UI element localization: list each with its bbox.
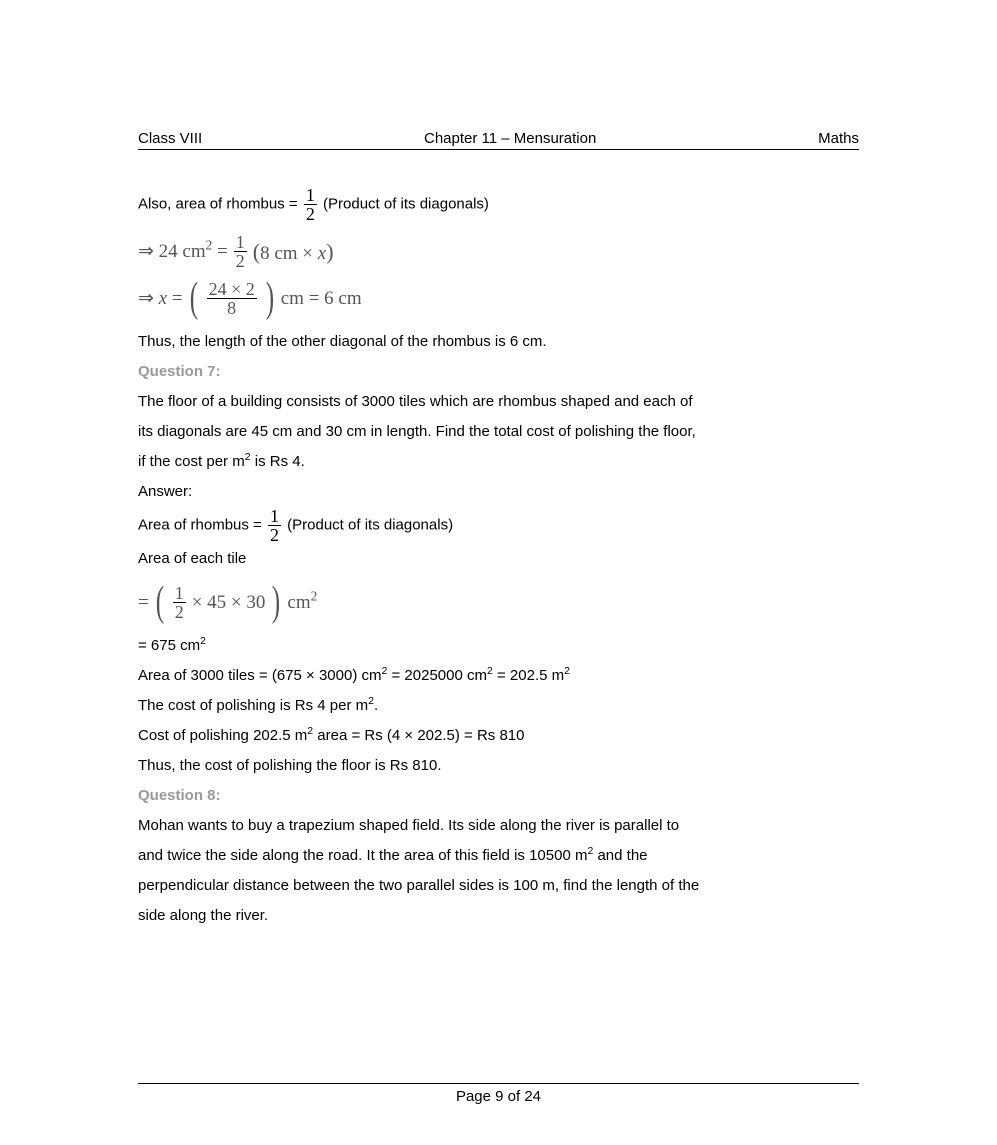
text-line: The floor of a building consists of 3000… xyxy=(138,387,859,417)
denominator: 2 xyxy=(268,526,281,544)
text-line: Mohan wants to buy a trapezium shaped fi… xyxy=(138,811,859,841)
denominator: 2 xyxy=(234,252,247,270)
denominator: 2 xyxy=(173,603,186,621)
eq-part: cm = 6 cm xyxy=(281,288,362,310)
text: if the cost per m xyxy=(138,453,245,470)
text: = 202.5 m xyxy=(493,667,564,684)
text: (Product of its diagonals) xyxy=(287,516,453,533)
header-right: Maths xyxy=(818,130,859,147)
right-paren-icon: ) xyxy=(266,282,274,316)
fraction: 1 2 xyxy=(173,584,186,621)
fraction: 24 × 2 8 xyxy=(207,280,257,317)
fraction: 1 2 xyxy=(234,233,247,270)
page-footer: Page 9 of 24 xyxy=(0,1083,997,1105)
text-line: perpendicular distance between the two p… xyxy=(138,871,859,901)
page-number: Page 9 of 24 xyxy=(0,1088,997,1105)
var-x: x xyxy=(159,288,167,309)
sup: 2 xyxy=(200,635,206,647)
sup: 2 xyxy=(564,665,570,677)
text-line: Area of rhombus = 1 2 (Product of its di… xyxy=(138,507,859,544)
footer-rule xyxy=(138,1083,859,1084)
page-header: Class VIII Chapter 11 – Mensuration Math… xyxy=(138,130,859,150)
header-left: Class VIII xyxy=(138,130,202,147)
numerator: 1 xyxy=(304,186,317,205)
eq-part: × 45 × 30 xyxy=(192,592,266,614)
left-paren-icon: ( xyxy=(156,586,164,620)
eq-part: = xyxy=(212,241,227,262)
text: . xyxy=(374,697,378,714)
sup: 2 xyxy=(311,588,318,603)
text-line: Thus, the cost of polishing the floor is… xyxy=(138,751,859,781)
eq-text: ⇒ 24 cm2 = xyxy=(138,240,228,263)
text: (Product of its diagonals) xyxy=(323,195,489,212)
fraction-half: 1 2 xyxy=(268,507,281,544)
answer-label: Answer: xyxy=(138,477,859,507)
text: area = Rs (4 × 202.5) = Rs 810 xyxy=(313,727,524,744)
question-7-heading: Question 7: xyxy=(138,357,859,387)
text: Area of 3000 tiles = (675 × 3000) cm xyxy=(138,667,381,684)
eq-part: cm2 xyxy=(287,592,317,614)
text-line: if the cost per m2 is Rs 4. xyxy=(138,447,859,477)
equation-row: = ( 1 2 × 45 × 30 ) cm2 xyxy=(138,584,859,621)
numerator: 24 × 2 xyxy=(207,280,257,299)
text: is Rs 4. xyxy=(251,453,305,470)
left-paren-icon: ( xyxy=(189,282,197,316)
numerator: 1 xyxy=(268,507,281,526)
question-8-heading: Question 8: xyxy=(138,781,859,811)
text-line: Also, area of rhombus = 1 2 (Product of … xyxy=(138,186,859,223)
unit: cm xyxy=(287,592,310,613)
text-line: Cost of polishing 202.5 m2 area = Rs (4 … xyxy=(138,721,859,751)
denominator: 8 xyxy=(207,299,257,317)
text: and the xyxy=(593,847,647,864)
header-center: Chapter 11 – Mensuration xyxy=(202,130,818,147)
text-line: its diagonals are 45 cm and 30 cm in len… xyxy=(138,417,859,447)
text: The cost of polishing is Rs 4 per m xyxy=(138,697,368,714)
text: and twice the side along the road. It th… xyxy=(138,847,587,864)
text-line: Area of 3000 tiles = (675 × 3000) cm 2 = … xyxy=(138,661,859,691)
fraction-half: 1 2 xyxy=(304,186,317,223)
eq-text: ⇒ xyxy=(138,288,159,309)
text-line: = 675 cm2 xyxy=(138,631,859,661)
text: Area of rhombus = xyxy=(138,516,266,533)
eq-part: ⇒ 24 cm xyxy=(138,241,206,262)
text-line: Area of each tile xyxy=(138,544,859,574)
text: = 2025000 cm xyxy=(387,667,487,684)
denominator: 2 xyxy=(304,205,317,223)
page-container: Class VIII Chapter 11 – Mensuration Math… xyxy=(0,0,997,931)
eq-part: = xyxy=(138,592,149,614)
page-content: Also, area of rhombus = 1 2 (Product of … xyxy=(138,150,859,931)
equation-row: ⇒ 24 cm2 = 1 2 (8 cm × x) xyxy=(138,233,859,270)
equation-row: ⇒ x = ( 24 × 2 8 ) cm = 6 cm xyxy=(138,280,859,317)
text: = 675 cm xyxy=(138,637,200,654)
text: Cost of polishing 202.5 m xyxy=(138,727,307,744)
text-line: The cost of polishing is Rs 4 per m2. xyxy=(138,691,859,721)
text: Also, area of rhombus = xyxy=(138,195,302,212)
text-line: side along the river. xyxy=(138,901,859,931)
numerator: 1 xyxy=(234,233,247,252)
eq-part: (8 cm × x) xyxy=(253,239,334,265)
equation-block-1: ⇒ 24 cm2 = 1 2 (8 cm × x) ⇒ x = ( 24 × 2… xyxy=(138,233,859,317)
numerator: 1 xyxy=(173,584,186,603)
right-paren-icon: ) xyxy=(272,586,280,620)
text-line: and twice the side along the road. It th… xyxy=(138,841,859,871)
eq-part: ⇒ x = xyxy=(138,287,183,310)
eq-text: = xyxy=(167,288,182,309)
text-line: Thus, the length of the other diagonal o… xyxy=(138,327,859,357)
equation-block-2: = ( 1 2 × 45 × 30 ) cm2 xyxy=(138,584,859,621)
